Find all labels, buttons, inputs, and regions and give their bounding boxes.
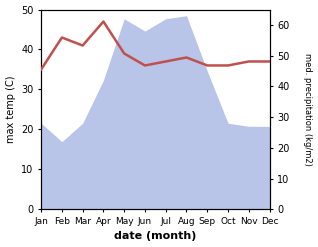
Y-axis label: med. precipitation (kg/m2): med. precipitation (kg/m2): [303, 53, 313, 166]
Y-axis label: max temp (C): max temp (C): [5, 76, 16, 143]
X-axis label: date (month): date (month): [114, 231, 197, 242]
